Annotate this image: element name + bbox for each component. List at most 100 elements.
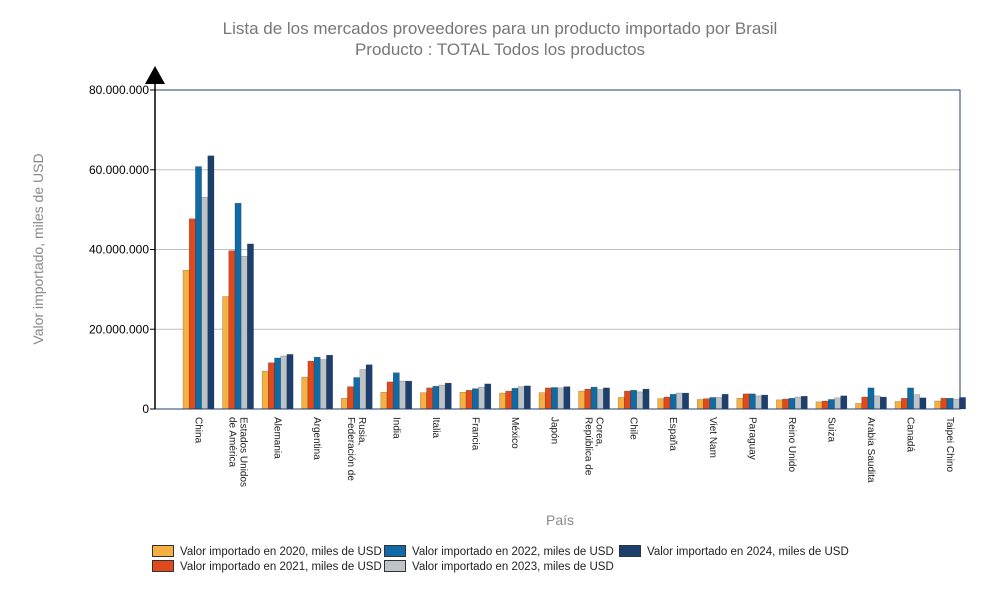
- bar-group: [261, 354, 294, 410]
- bar: [782, 398, 790, 410]
- x-axis-title: País: [546, 512, 574, 528]
- bar: [742, 393, 750, 410]
- bar: [228, 250, 236, 410]
- bar: [201, 197, 209, 410]
- bar-group: [578, 386, 610, 410]
- legend-label: Valor importado en 2022, miles de USD: [412, 546, 614, 559]
- x-category-label: Chile: [628, 417, 639, 440]
- bar: [584, 388, 592, 410]
- chart-legend: Valor importado en 2020, miles de USD Val…: [152, 545, 872, 576]
- x-category-label: República de: [583, 417, 594, 476]
- x-category-label: Japón: [549, 417, 560, 444]
- bar: [195, 166, 202, 410]
- bar: [578, 390, 586, 410]
- legend-swatch: [152, 560, 174, 572]
- x-category-label: Taipei Chino: [944, 417, 955, 472]
- bar: [663, 396, 671, 410]
- bar: [800, 395, 808, 410]
- bar: [900, 397, 908, 410]
- bar: [636, 391, 644, 410]
- x-category-label: Alemania: [272, 417, 283, 459]
- bar: [517, 386, 525, 410]
- y-tick-label: 20.000.000: [89, 322, 149, 336]
- x-category-label: Francia: [469, 417, 480, 451]
- bar: [867, 387, 875, 410]
- bar-group: [380, 372, 413, 410]
- chart-title-block: Lista de los mercados proveedores para u…: [0, 18, 1000, 60]
- bar-group: [538, 386, 571, 410]
- bar-groups: [182, 155, 966, 410]
- bar: [353, 377, 361, 410]
- bar: [855, 403, 862, 410]
- legend-item: Valor importado en 2023, miles de USD: [384, 560, 614, 575]
- bar: [459, 392, 467, 410]
- bar: [222, 296, 230, 410]
- bar: [919, 397, 927, 410]
- bar: [630, 390, 637, 410]
- y-tick-label: 80.000.000: [89, 83, 149, 97]
- bar: [544, 387, 552, 410]
- bar: [624, 390, 631, 410]
- bar: [359, 369, 367, 410]
- chart-subtitle: Producto : TOTAL Todos los productos: [354, 40, 646, 59]
- y-tick-label: 40.000.000: [89, 243, 149, 257]
- bar: [894, 401, 902, 410]
- bar-group: [420, 382, 452, 410]
- bar: [657, 398, 665, 410]
- bar: [603, 387, 610, 410]
- bar: [861, 396, 869, 410]
- bar: [934, 400, 942, 410]
- x-category-label: Italia: [430, 417, 441, 439]
- bar: [563, 386, 571, 410]
- bar: [617, 397, 625, 410]
- bar: [697, 399, 704, 410]
- bar: [280, 355, 288, 410]
- bar-group: [934, 397, 966, 410]
- bar: [340, 397, 348, 410]
- bar: [748, 393, 756, 410]
- legend-swatch: [384, 545, 406, 557]
- bar: [776, 399, 783, 410]
- bar: [505, 390, 513, 410]
- bar-group: [815, 395, 848, 410]
- legend-swatch: [619, 545, 641, 557]
- bar: [499, 392, 506, 410]
- x-category-label: Viet Nam: [707, 417, 718, 458]
- bar: [642, 388, 650, 410]
- bar: [478, 386, 485, 410]
- bar: [347, 386, 354, 410]
- bar: [182, 269, 190, 410]
- bar: [959, 397, 966, 410]
- bar: [761, 394, 769, 410]
- bar-group: [499, 385, 531, 410]
- bar-group: [855, 387, 887, 410]
- bar-group: [657, 392, 689, 410]
- bar: [940, 397, 948, 410]
- y-axis-title: Valor importado, miles de USD: [30, 153, 46, 344]
- y-axis-arrow-icon: [145, 66, 165, 84]
- y-tick-label: 0: [142, 402, 149, 416]
- bar: [405, 380, 413, 410]
- x-category-label: Suiza: [825, 417, 836, 442]
- bar: [286, 354, 294, 410]
- bar: [365, 364, 373, 410]
- x-category-label: Paraguay: [746, 417, 757, 460]
- bar: [834, 397, 841, 410]
- bar: [682, 392, 689, 410]
- bar: [301, 376, 309, 410]
- bar: [669, 393, 677, 410]
- legend-swatch: [152, 545, 174, 557]
- legend-item: Valor importado en 2024, miles de USD: [619, 545, 849, 560]
- bar-group: [301, 354, 333, 410]
- x-category-label: India: [390, 417, 401, 439]
- x-category-label: Rusia,: [356, 417, 367, 445]
- x-category-label: China: [193, 417, 204, 444]
- bar-group: [222, 202, 254, 410]
- bar: [952, 398, 960, 410]
- bar: [815, 401, 823, 410]
- bar: [247, 243, 254, 410]
- bar-group: [894, 387, 927, 410]
- bar: [386, 381, 394, 410]
- bar: [794, 396, 802, 410]
